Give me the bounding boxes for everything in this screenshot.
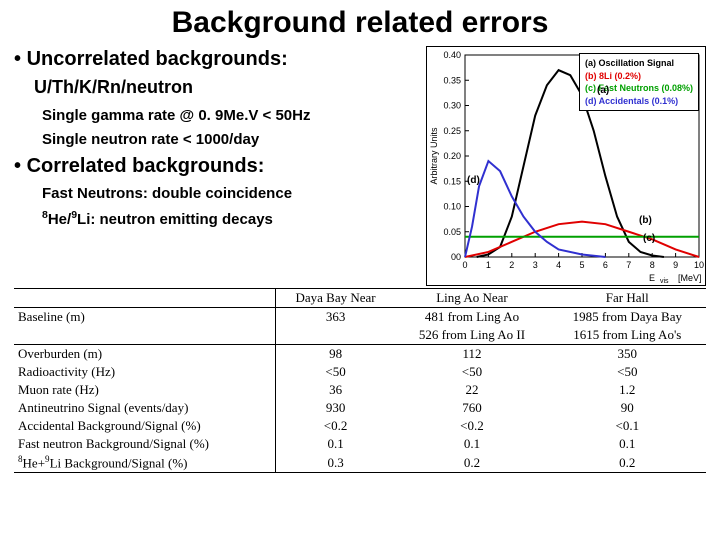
table-cell: 0.1 [549,435,706,453]
svg-text:9: 9 [673,260,678,270]
table-cell: 1615 from Ling Ao's [549,326,706,345]
bullet-correlated-label: Correlated backgrounds: [27,155,265,177]
svg-text:6: 6 [603,260,608,270]
legend-row: (b) 8Li (0.2%) [585,70,693,83]
table-header: Ling Ao Near [395,289,548,308]
svg-text:0.40: 0.40 [443,50,461,60]
svg-text:vis: vis [660,278,669,285]
text-column: • Uncorrelated backgrounds: U/Th/K/Rn/ne… [14,44,426,286]
svg-text:0.20: 0.20 [443,151,461,161]
bullet-uncorrelated: • Uncorrelated backgrounds: [14,48,422,71]
table-cell: 0.2 [395,453,548,473]
table-cell: <0.2 [275,417,395,435]
table-cell: 36 [275,381,395,399]
row-label: 8He+9Li Background/Signal (%) [14,453,275,473]
table-cell: 0.3 [275,453,395,473]
table-cell: 760 [395,399,548,417]
svg-text:00: 00 [451,252,461,262]
table-cell [14,326,275,345]
uncorrelated-line1: Single gamma rate @ 0. 9Me.V < 50Hz [42,106,422,126]
table-cell: <0.2 [395,417,548,435]
table-cell: 98 [275,345,395,364]
bullet-uncorrelated-label: Uncorrelated backgrounds: [27,48,288,70]
table-cell: 90 [549,399,706,417]
curve-label: (c) [643,233,655,244]
table-cell: 22 [395,381,548,399]
svg-text:7: 7 [626,260,631,270]
svg-text:E: E [649,273,655,283]
table-header: Daya Bay Near [275,289,395,308]
row-label: Fast neutron Background/Signal (%) [14,435,275,453]
page-title: Background related errors [0,0,720,44]
row-label: Accidental Background/Signal (%) [14,417,275,435]
bullet-correlated: • Correlated backgrounds: [14,155,422,178]
table-cell: 930 [275,399,395,417]
curve-label: (b) [639,215,652,226]
svg-text:2: 2 [509,260,514,270]
row-label: Overburden (m) [14,345,275,364]
uncorrelated-sub: U/Th/K/Rn/neutron [34,77,422,98]
correlated-line1: Fast Neutrons: double coincidence [42,184,422,204]
svg-text:4: 4 [556,260,561,270]
table-cell: 481 from Ling Ao [395,308,548,327]
row-label: Radioactivity (Hz) [14,363,275,381]
svg-text:5: 5 [579,260,584,270]
table-cell: 526 from Ling Ao II [395,326,548,345]
curve-label: (a) [597,85,609,96]
spectrum-chart: 0 1 2 3 4 5 6 7 8 9 10 00 0.05 0.10 0.15 0.20 0.25 0.30 0.… [426,46,706,286]
uncorrelated-line2: Single neutron rate < 1000/day [42,130,422,150]
table-cell: <50 [395,363,548,381]
table-cell: 1.2 [549,381,706,399]
row-label: Antineutrino Signal (events/day) [14,399,275,417]
svg-text:0.35: 0.35 [443,75,461,85]
svg-text:1: 1 [486,260,491,270]
correlated-line2: 8He/9Li: neutron emitting decays [42,208,422,230]
legend-row: (d) Accidentals (0.1%) [585,95,693,108]
table-cell: 1985 from Daya Bay [549,308,706,327]
sites-table-wrap: Daya Bay NearLing Ao NearFar Hall Baselin… [0,286,720,473]
table-header [14,289,275,308]
table-cell: 350 [549,345,706,364]
table-cell: <0.1 [549,417,706,435]
row-label: Baseline (m) [14,308,275,327]
svg-text:0.10: 0.10 [443,202,461,212]
svg-text:0: 0 [462,260,467,270]
svg-text:10: 10 [694,260,704,270]
svg-text:[MeV]: [MeV] [678,273,702,283]
svg-text:0.25: 0.25 [443,126,461,136]
table-cell: 0.1 [275,435,395,453]
table-cell: 112 [395,345,548,364]
svg-text:3: 3 [533,260,538,270]
table-cell: 0.2 [549,453,706,473]
content-row: • Uncorrelated backgrounds: U/Th/K/Rn/ne… [0,44,720,286]
svg-text:0.30: 0.30 [443,101,461,111]
table-cell: 363 [275,308,395,327]
svg-text:0.15: 0.15 [443,176,461,186]
chart-legend: (a) Oscillation Signal(b) 8Li (0.2%)(c) … [579,53,699,111]
legend-row: (a) Oscillation Signal [585,57,693,70]
svg-text:0.05: 0.05 [443,227,461,237]
table-cell [275,326,395,345]
table-cell: 0.1 [395,435,548,453]
table-cell: <50 [549,363,706,381]
curve-label: (d) [467,175,480,186]
li-text: Li: neutron emitting decays [77,211,273,228]
table-header: Far Hall [549,289,706,308]
svg-text:8: 8 [650,260,655,270]
row-label: Muon rate (Hz) [14,381,275,399]
he-text: He/ [48,211,71,228]
table-cell: <50 [275,363,395,381]
sites-table: Daya Bay NearLing Ao NearFar Hall Baselin… [14,288,706,473]
svg-text:Arbitrary Units: Arbitrary Units [429,127,439,185]
